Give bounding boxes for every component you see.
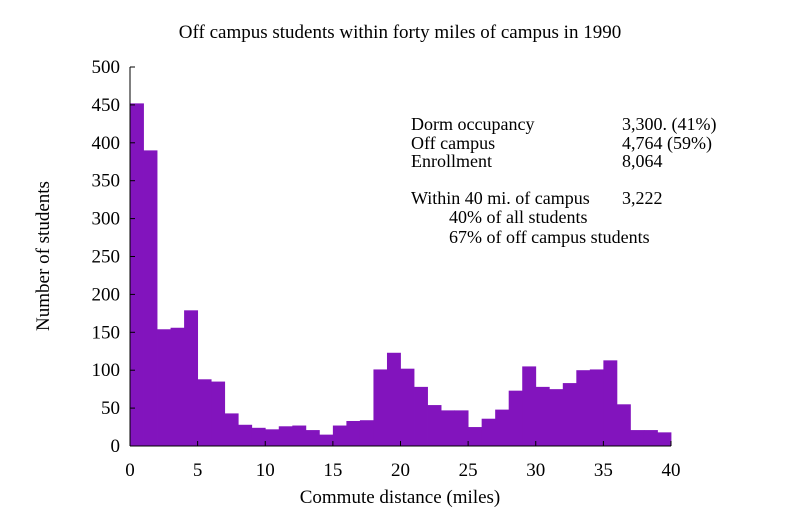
bar-bin-39 bbox=[657, 432, 672, 446]
y-tick-label: 250 bbox=[92, 247, 121, 268]
chart-title: Off campus students within forty miles o… bbox=[179, 22, 621, 43]
bar-bin-14 bbox=[319, 434, 334, 446]
x-tick-label: 40 bbox=[662, 460, 681, 481]
bar-bin-27 bbox=[495, 409, 510, 446]
y-tick-label: 100 bbox=[92, 360, 121, 381]
x-tick-label: 15 bbox=[323, 460, 342, 481]
y-tick-label: 0 bbox=[111, 436, 121, 457]
x-tick-label: 20 bbox=[391, 460, 410, 481]
bar-bin-26 bbox=[481, 418, 496, 446]
bar-bin-23 bbox=[441, 410, 455, 446]
bar-bin-28 bbox=[508, 390, 523, 446]
annotation-all-students: 40% of all students bbox=[449, 207, 587, 227]
y-tick-label: 350 bbox=[92, 171, 121, 192]
y-tick-label: 200 bbox=[92, 284, 121, 305]
y-tick-label: 400 bbox=[92, 133, 121, 154]
annotation-label-within40: Within 40 mi. of campus bbox=[411, 188, 590, 208]
bar-bin-5 bbox=[197, 379, 212, 446]
bar-bin-33 bbox=[576, 370, 591, 446]
x-tick-label: 5 bbox=[193, 460, 203, 481]
annotation-label-enrollment: Enrollment bbox=[411, 151, 492, 171]
bar-bin-2 bbox=[157, 329, 171, 446]
bar-bin-4 bbox=[184, 310, 199, 446]
bar-bin-25 bbox=[468, 427, 483, 446]
x-tick-label: 25 bbox=[459, 460, 478, 481]
bar-bin-34 bbox=[589, 369, 604, 446]
bar-bin-16 bbox=[346, 420, 361, 446]
y-tick-label: 500 bbox=[92, 57, 121, 78]
bar-bin-29 bbox=[522, 366, 537, 446]
annotation-offcampus-share: 67% of off campus students bbox=[449, 227, 650, 247]
bar-bin-20 bbox=[400, 368, 415, 446]
bar-bin-10 bbox=[265, 429, 280, 446]
bars-group bbox=[130, 103, 672, 446]
bar-bin-35 bbox=[603, 360, 618, 446]
annotation-value-offcampus: 4,764 (59%) bbox=[622, 133, 712, 154]
bar-bin-31 bbox=[549, 389, 564, 446]
bar-bin-0 bbox=[130, 103, 144, 446]
x-ticks-group: 0 5 10 15 20 25 30 35 40 bbox=[125, 441, 681, 481]
bar-bin-3 bbox=[170, 327, 185, 446]
x-tick-label: 30 bbox=[526, 460, 545, 481]
bar-bin-18 bbox=[373, 369, 388, 446]
bar-bin-11 bbox=[278, 426, 293, 446]
bar-bin-38 bbox=[643, 430, 658, 446]
bar-bin-8 bbox=[238, 424, 253, 446]
annotation-block: Dorm occupancy 3,300. (41%) Off campus 4… bbox=[411, 114, 716, 247]
y-tick-label: 150 bbox=[92, 322, 121, 343]
y-tick-label: 300 bbox=[92, 209, 121, 230]
annotation-value-enrollment: 8,064 bbox=[622, 151, 663, 171]
y-tick-label: 450 bbox=[92, 95, 121, 116]
bar-bin-6 bbox=[211, 381, 226, 446]
bar-bin-9 bbox=[251, 427, 266, 446]
annotation-value-dorm: 3,300. (41%) bbox=[622, 114, 716, 135]
x-axis-label: Commute distance (miles) bbox=[300, 487, 501, 508]
bar-bin-17 bbox=[359, 420, 374, 446]
bar-bin-37 bbox=[630, 430, 645, 446]
bar-bin-21 bbox=[414, 386, 428, 446]
bar-bin-12 bbox=[292, 425, 307, 446]
bar-bin-13 bbox=[305, 430, 320, 446]
x-tick-label: 0 bbox=[125, 460, 135, 481]
bar-bin-19 bbox=[386, 352, 401, 446]
annotation-value-within40: 3,222 bbox=[622, 188, 663, 208]
y-ticks-group: 0 50 100 150 200 250 300 350 400 450 500 bbox=[92, 57, 135, 457]
bar-bin-32 bbox=[562, 383, 577, 446]
bar-bin-30 bbox=[535, 386, 550, 446]
bar-bin-22 bbox=[427, 405, 442, 446]
annotation-label-offcampus: Off campus bbox=[411, 133, 495, 153]
bar-bin-36 bbox=[616, 404, 631, 446]
bar-bin-24 bbox=[454, 410, 469, 446]
bar-bin-15 bbox=[332, 425, 347, 446]
annotation-label-dorm: Dorm occupancy bbox=[411, 114, 534, 134]
x-tick-label: 35 bbox=[594, 460, 613, 481]
x-tick-label: 10 bbox=[256, 460, 275, 481]
bar-bin-7 bbox=[224, 413, 239, 446]
bar-bin-1 bbox=[143, 150, 158, 446]
y-tick-label: 50 bbox=[101, 398, 120, 419]
y-axis-label: Number of students bbox=[33, 181, 54, 331]
